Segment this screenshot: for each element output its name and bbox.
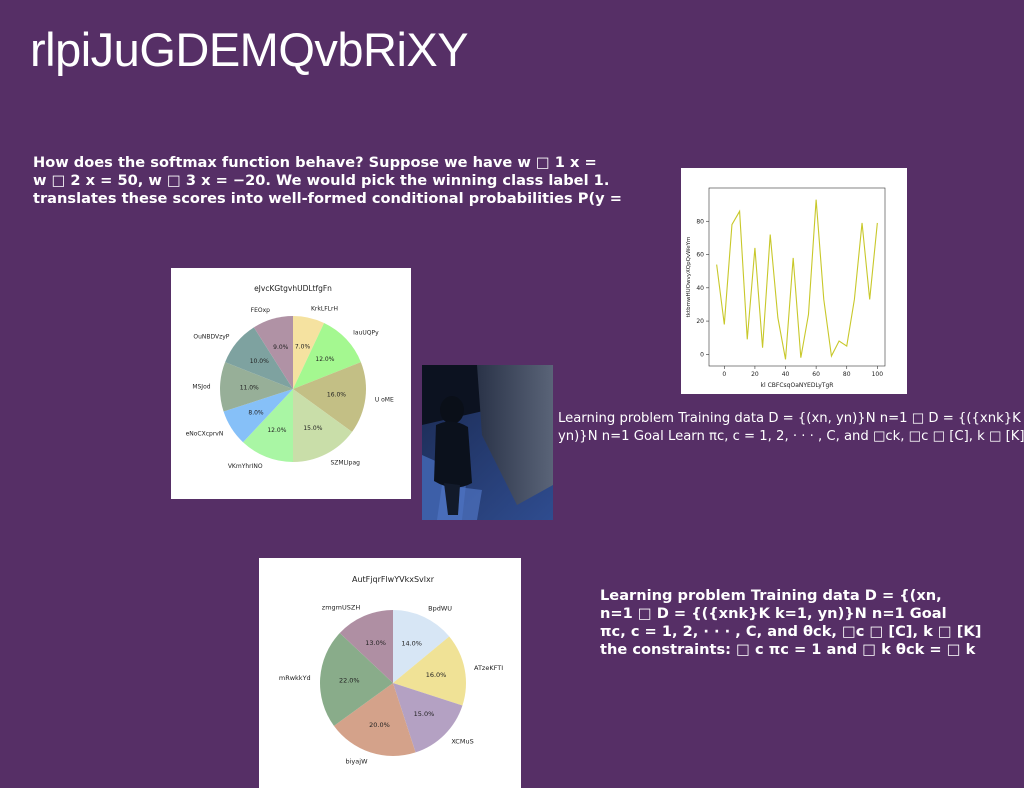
- text-line: How does the softmax function behave? Su…: [33, 154, 597, 171]
- pie-category-label: biyajW: [346, 758, 369, 766]
- pie-category-label: U oME: [375, 396, 394, 403]
- text-line: translates these scores into well-formed…: [33, 190, 622, 207]
- pie-slice: [293, 322, 361, 389]
- pie-percent-label: 15.0%: [414, 710, 435, 718]
- pie-slice: [293, 316, 325, 389]
- y-tick-label: 60: [696, 252, 704, 259]
- y-tick-label: 0: [700, 351, 704, 358]
- pie-category-label: FEOxp: [251, 307, 271, 314]
- pie-percent-label: 14.0%: [401, 640, 422, 648]
- text-line: Learning problem Training data D = {(xn,: [600, 587, 942, 604]
- pie-category-label: MSJod: [192, 384, 210, 391]
- photo-image: [422, 365, 553, 520]
- pie-percent-label: 22.0%: [339, 677, 360, 685]
- y-tick-label: 20: [696, 318, 704, 325]
- pie-percent-label: 15.0%: [303, 425, 322, 432]
- x-tick-label: 0: [722, 371, 726, 378]
- pie-slice: [333, 683, 416, 756]
- pie-category-label: IauUQPy: [353, 330, 379, 337]
- pie-percent-label: 10.0%: [250, 358, 269, 365]
- pie-chart-2-panel: AutFjqrFlwYVkxSvlxr 14.0% BpdWU 16.0% ATzeKF…: [259, 558, 521, 788]
- pie-percent-label: 12.0%: [315, 356, 334, 363]
- pie-percent-label: 11.0%: [240, 385, 259, 392]
- x-tick-label: 20: [751, 371, 759, 378]
- text-line: the constraints: □ c πc = 1 and □ k θck …: [600, 641, 976, 658]
- x-tick-label: 80: [843, 371, 851, 378]
- pie-slice: [393, 636, 466, 706]
- pie-category-label: KrkLFLrH: [311, 306, 338, 313]
- pie-slice: [339, 610, 393, 683]
- text-line: yn)}N n=1 Goal Learn πc, c = 1, 2, · · ·…: [558, 429, 1024, 444]
- pie-slice: [225, 327, 293, 389]
- pie-category-label: BpdWU: [428, 605, 452, 613]
- text-line: Learning problem Training data D = {(xn,…: [558, 411, 1021, 426]
- x-axis-label: kl CBFCsqOaNYEDLyTgR: [761, 382, 834, 389]
- pie-category-label: ATzeKFTI: [474, 664, 503, 672]
- text-line: w □ 2 x = 50, w □ 3 x = −20. We would pi…: [33, 172, 610, 189]
- pie-category-label: SZMLIpag: [330, 460, 360, 467]
- pie-slice: [253, 316, 293, 389]
- pie-slice: [393, 683, 463, 753]
- pie-category-label: eNoCXcprvN: [186, 430, 224, 437]
- x-tick-label: 100: [872, 371, 884, 378]
- pie-percent-label: 13.0%: [365, 639, 386, 647]
- pie-chart-1-panel: eJvcKGtgvhUDLtfgFn 7.0% KrkLFLrH 12.0% IauUQ…: [171, 268, 411, 499]
- pie-chart-1: eJvcKGtgvhUDLtfgFn 7.0% KrkLFLrH 12.0% IauUQ…: [186, 284, 394, 470]
- plot-frame: [708, 187, 886, 367]
- pie-title: eJvcKGtgvhUDLtfgFn: [254, 284, 332, 293]
- pie-slice: [320, 633, 393, 726]
- pie-slice: [293, 362, 366, 432]
- x-tick-label: 40: [782, 371, 790, 378]
- x-tick-label: 60: [812, 371, 820, 378]
- slide-title: rlpiJuGDEMQvbRiXY: [30, 23, 469, 76]
- learning-problem-bold-text: Learning problem Training data D = {(xn,…: [600, 587, 1024, 659]
- pie-slice: [243, 389, 293, 462]
- photo-illustration: [422, 365, 553, 520]
- pie-slice: [393, 610, 450, 683]
- pie-chart-2: AutFjqrFlwYVkxSvlxr 14.0% BpdWU 16.0% ATzeKF…: [279, 575, 503, 766]
- softmax-text-block: How does the softmax function behave? Su…: [33, 154, 683, 208]
- pie-percent-label: 8.0%: [248, 410, 264, 417]
- pie-slice: [293, 389, 353, 462]
- pie-category-label: XCMuS: [451, 738, 473, 746]
- text-line: πc, c = 1, 2, · · · , C, and θck, □c □ […: [600, 623, 982, 640]
- pie-percent-label: 16.0%: [426, 671, 447, 679]
- y-axis-label: tktbmwHUOwvyXQpQvWeYm: [686, 237, 692, 318]
- y-tick-label: 80: [696, 218, 704, 225]
- pie-percent-label: 16.0%: [327, 392, 346, 399]
- pie-category-label: OuNBDVzyP: [193, 334, 229, 341]
- pie-category-label: VKmYhrINO: [228, 463, 263, 470]
- pie-percent-label: 9.0%: [273, 344, 289, 351]
- pie-percent-label: 12.0%: [267, 427, 286, 434]
- text-line: n=1 □ D = {({xnk}K k=1, yn)}N n=1 Goal: [600, 605, 947, 622]
- pie-slice: [220, 362, 293, 412]
- line-chart-panel: 0 20 40 60 80 100 0 20 40 60 80 kl CBFCsqOaNYEDLyTg…: [681, 168, 907, 394]
- line-chart: 0 20 40 60 80 100 0 20 40 60 80 kl CBFCsqOaNYEDLyTg…: [686, 187, 886, 389]
- pie-title: AutFjqrFlwYVkxSvlxr: [352, 575, 435, 584]
- y-tick-label: 40: [696, 285, 704, 292]
- pie-category-label: zmgmUSZH: [322, 604, 361, 612]
- line-series: [716, 199, 878, 360]
- pie-category-label: mRwkkYd: [279, 674, 311, 682]
- learning-problem-text: Learning problem Training data D = {(xn,…: [558, 410, 1024, 446]
- pie-slice: [223, 389, 293, 443]
- pie-percent-label: 7.0%: [295, 343, 311, 350]
- pie-percent-label: 20.0%: [369, 721, 390, 729]
